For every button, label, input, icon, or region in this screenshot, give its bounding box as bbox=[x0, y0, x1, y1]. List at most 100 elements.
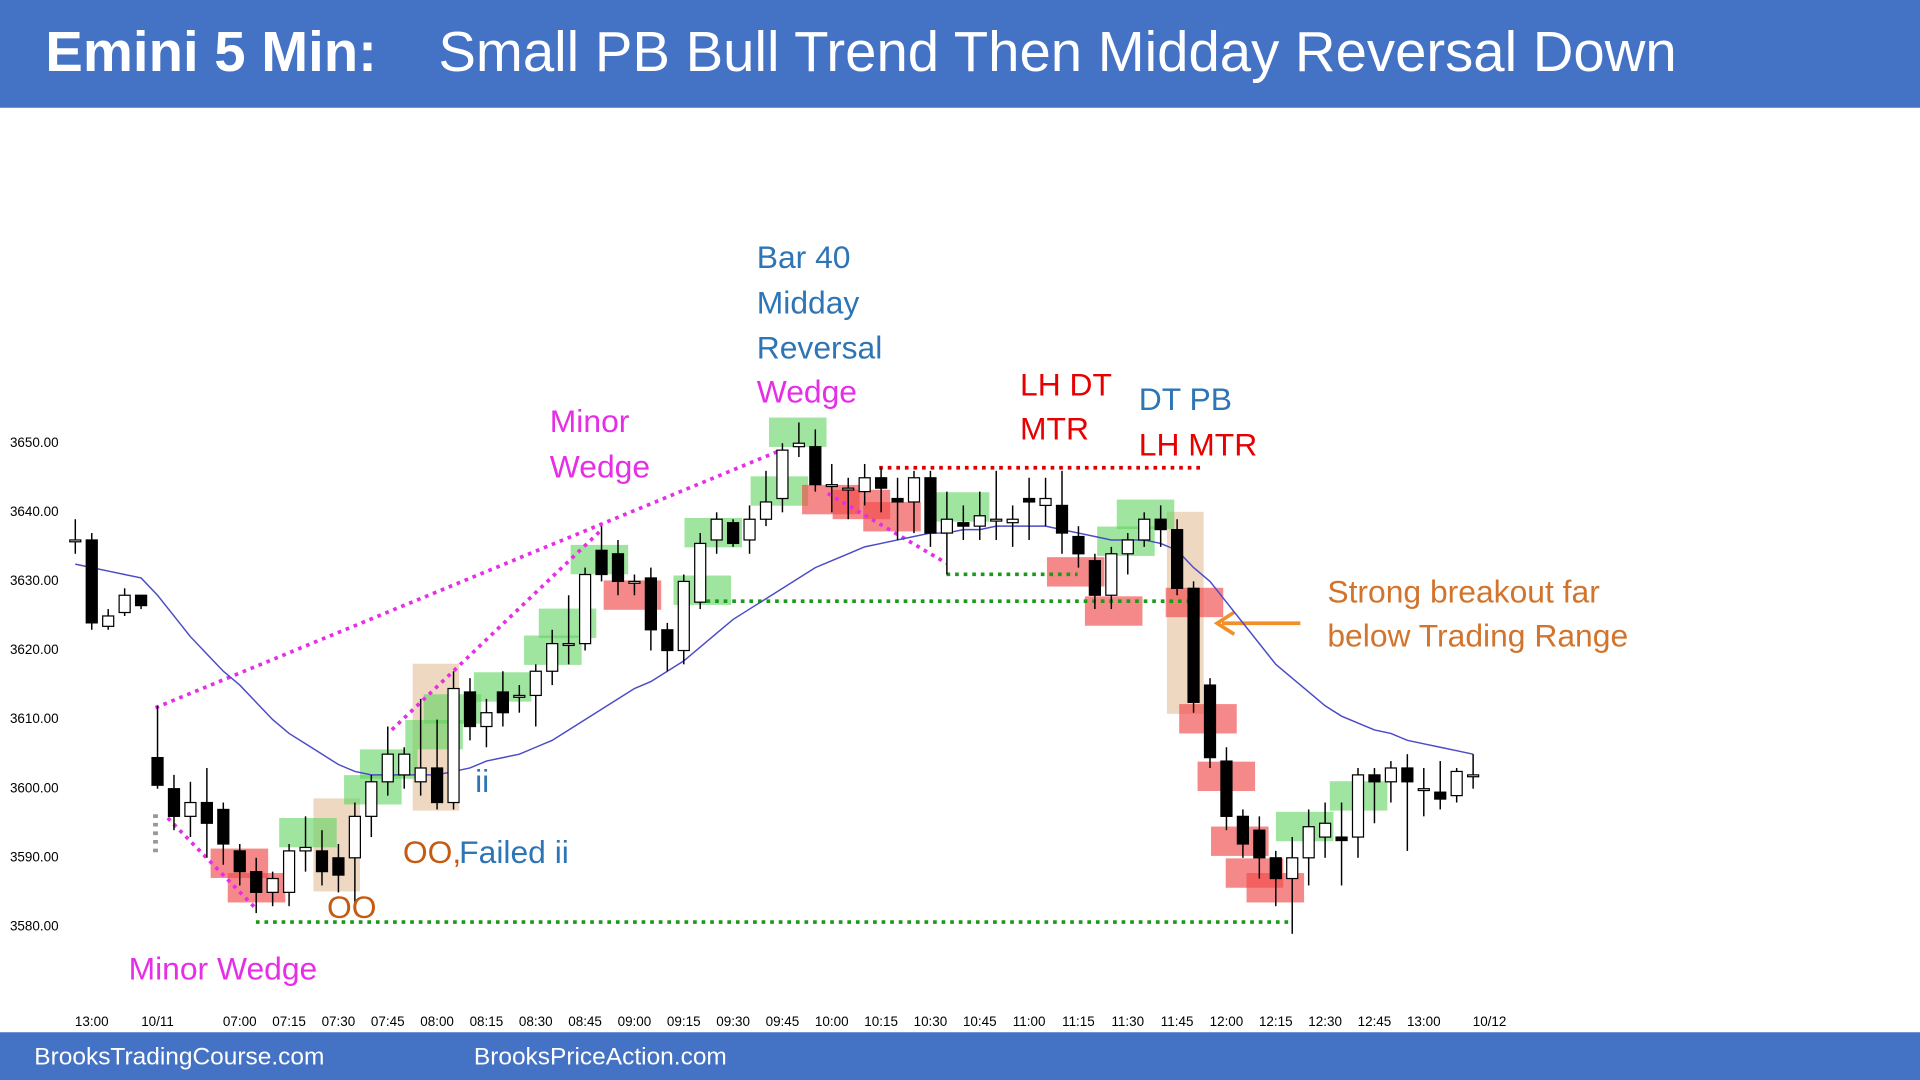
candle-body bbox=[1368, 774, 1381, 783]
candle-body bbox=[842, 487, 855, 491]
x-tick-label: 07:45 bbox=[371, 1014, 405, 1029]
annotation: OO bbox=[327, 889, 377, 925]
x-tick-label: 09:45 bbox=[766, 1014, 800, 1029]
candle-body bbox=[381, 753, 394, 783]
highlights bbox=[210, 417, 1388, 903]
candle-body bbox=[809, 446, 822, 486]
annotation: MTR bbox=[1020, 410, 1089, 446]
candle-body bbox=[266, 877, 279, 893]
candle-body bbox=[1335, 836, 1348, 842]
highlight bbox=[279, 817, 337, 848]
annotation: Reversal bbox=[757, 330, 883, 366]
moving-average bbox=[75, 525, 1474, 776]
footer-link[interactable]: BrooksPriceAction.com bbox=[474, 1043, 727, 1070]
candle-body bbox=[677, 580, 690, 652]
candle-body bbox=[430, 767, 444, 804]
y-tick-label: 3650.00 bbox=[10, 435, 59, 450]
arrow-head bbox=[1213, 610, 1236, 636]
candle-body bbox=[1269, 857, 1282, 880]
candle-body bbox=[1055, 504, 1069, 534]
annotation: DT PB bbox=[1139, 381, 1232, 417]
candle-body bbox=[480, 712, 493, 728]
wedge-line bbox=[166, 816, 258, 910]
candle-body bbox=[743, 518, 756, 541]
candle-body bbox=[414, 767, 427, 783]
candle-body bbox=[595, 549, 608, 576]
candle-body bbox=[365, 781, 378, 817]
x-tick-label: 10/11 bbox=[141, 1014, 174, 1029]
candle-body bbox=[825, 484, 838, 488]
y-tick-label: 3580.00 bbox=[10, 918, 59, 933]
highlight bbox=[768, 417, 827, 447]
candle-body bbox=[990, 518, 1003, 522]
annotation: Failed ii bbox=[459, 834, 569, 870]
annotation: below Trading Range bbox=[1327, 617, 1628, 653]
x-tick-label: 11:00 bbox=[1013, 1014, 1046, 1029]
annotation: OO, bbox=[403, 834, 461, 870]
candle-body bbox=[118, 594, 131, 614]
candle-body bbox=[1236, 815, 1250, 845]
x-tick-label: 08:00 bbox=[420, 1014, 454, 1029]
highlight bbox=[863, 502, 921, 532]
candle-body bbox=[1072, 535, 1085, 555]
candle-body bbox=[1170, 528, 1184, 589]
x-tick-label: 10:15 bbox=[864, 1014, 898, 1029]
x-tick-label: 12:30 bbox=[1308, 1014, 1342, 1029]
x-tick-label: 11:45 bbox=[1161, 1014, 1194, 1029]
candle-body bbox=[1450, 770, 1463, 797]
x-tick-label: 07:15 bbox=[272, 1014, 306, 1029]
wedge-line bbox=[826, 491, 948, 565]
candle-body bbox=[1384, 767, 1398, 783]
candle-body bbox=[85, 539, 98, 624]
x-tick-label: 10:30 bbox=[914, 1014, 948, 1029]
candle-body bbox=[694, 542, 707, 603]
footer-bar bbox=[0, 1032, 1920, 1080]
candle-body bbox=[874, 477, 888, 489]
x-tick-label: 11:15 bbox=[1062, 1014, 1095, 1029]
candle-body bbox=[1434, 791, 1447, 800]
x-tick-label: 08:15 bbox=[470, 1014, 504, 1029]
candle-body bbox=[1006, 518, 1019, 524]
candle-body bbox=[167, 788, 181, 817]
annotations: Bar 40 Midday Reversal Wedge Minor Wedge… bbox=[129, 239, 1629, 986]
footer-link[interactable]: BrooksTradingCourse.com bbox=[34, 1043, 324, 1070]
candle-body bbox=[1154, 518, 1167, 531]
wedge-line bbox=[154, 448, 781, 710]
candle-body bbox=[546, 642, 559, 672]
chart-title: Emini 5 Min: bbox=[45, 20, 377, 83]
candle-body bbox=[1187, 587, 1200, 703]
x-tick-label: 10:45 bbox=[963, 1014, 997, 1029]
x-tick-label: 07:00 bbox=[223, 1014, 257, 1029]
chart-subtitle: Small PB Bull Trend Then Midday Reversal… bbox=[438, 20, 1676, 83]
candle-body bbox=[1088, 560, 1102, 596]
candle-body bbox=[792, 442, 806, 448]
candle-body bbox=[578, 573, 592, 645]
candle-body bbox=[200, 801, 213, 824]
x-tick-label: 12:45 bbox=[1358, 1014, 1392, 1029]
candle-body bbox=[315, 850, 329, 873]
candle-body bbox=[1467, 774, 1480, 778]
candle-body bbox=[858, 477, 871, 493]
candle-body bbox=[1121, 539, 1134, 555]
candle-body bbox=[1286, 857, 1299, 880]
x-tick-label: 10:00 bbox=[815, 1014, 849, 1029]
annotation: Strong breakout far bbox=[1327, 573, 1600, 609]
x-tick-label: 13:00 bbox=[1407, 1014, 1441, 1029]
annotation: Minor bbox=[550, 403, 630, 439]
y-tick-label: 3630.00 bbox=[10, 573, 59, 588]
candle-body bbox=[184, 801, 197, 817]
candle-body bbox=[1039, 497, 1052, 507]
y-tick-label: 3610.00 bbox=[10, 711, 59, 726]
candle-body bbox=[282, 850, 296, 893]
x-tick-label: 13:00 bbox=[75, 1014, 109, 1029]
candle-body bbox=[661, 629, 674, 652]
candle-body bbox=[562, 642, 575, 647]
annotation: ii bbox=[475, 763, 489, 799]
x-tick-label: 08:30 bbox=[519, 1014, 553, 1029]
candle-body bbox=[710, 518, 723, 541]
candle-body bbox=[1417, 788, 1430, 792]
candle-body bbox=[1022, 497, 1036, 503]
y-tick-label: 3620.00 bbox=[10, 642, 59, 657]
x-tick-label: 12:15 bbox=[1259, 1014, 1293, 1029]
